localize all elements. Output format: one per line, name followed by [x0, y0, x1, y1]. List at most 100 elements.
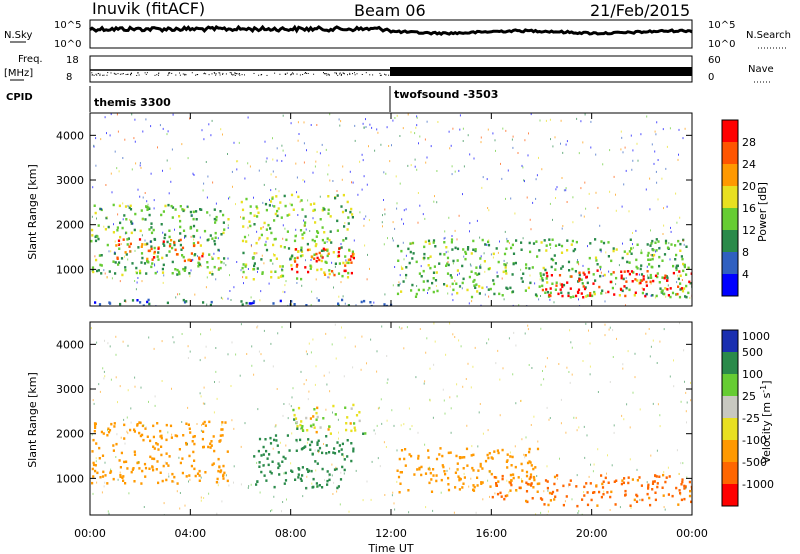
echo-cell — [215, 218, 218, 222]
echo-cell — [301, 254, 304, 257]
echo-cell — [218, 465, 221, 468]
noise-cell — [444, 412, 446, 415]
noise-cell — [256, 326, 258, 329]
echo-cell — [272, 302, 275, 305]
nave-dot — [222, 72, 224, 74]
echo-cell — [681, 478, 684, 481]
echo-cell — [104, 474, 107, 477]
echo-cell — [524, 454, 527, 457]
echo-cell — [120, 257, 124, 260]
echo-cell — [98, 457, 101, 460]
noise-cell — [300, 427, 302, 430]
noise-cell — [138, 461, 139, 464]
echo-cell — [667, 493, 670, 496]
echo-cell — [674, 244, 677, 247]
noise-cell — [400, 424, 402, 427]
echo-cell — [562, 484, 565, 488]
freq-unit: [MHz] — [4, 68, 33, 79]
noise-cell — [153, 199, 155, 202]
echo-cell — [312, 415, 315, 418]
echo-cell — [274, 434, 278, 437]
noise-cell — [497, 349, 499, 352]
echo-cell — [620, 276, 623, 280]
echo-cell — [432, 277, 435, 280]
echo-cell — [191, 440, 194, 443]
echo-cell — [307, 270, 310, 274]
noise-cell — [362, 159, 364, 162]
noise-cell — [193, 238, 195, 241]
noise-cell — [625, 304, 626, 306]
noise-cell — [669, 127, 671, 130]
echo-cell — [128, 206, 131, 209]
echo-cell — [497, 451, 500, 455]
echo-cell — [593, 491, 596, 494]
nave-block — [390, 67, 692, 76]
power-panel-bg — [90, 113, 692, 306]
echo-cell — [262, 453, 265, 456]
noise-cell — [316, 124, 318, 126]
echo-cell — [417, 457, 420, 460]
echo-cell — [477, 469, 480, 472]
echo-cell — [278, 473, 281, 476]
noise-cell — [486, 286, 488, 289]
velocity-echo-data — [90, 322, 692, 515]
echo-cell — [655, 294, 658, 298]
echo-cell — [214, 236, 217, 239]
noise-cell — [110, 378, 112, 381]
noise-cell — [426, 120, 428, 123]
noise-cell — [488, 239, 490, 242]
noise-cell — [238, 141, 240, 144]
noise-cell — [135, 288, 137, 291]
noise-cell — [630, 507, 632, 509]
noise-cell — [312, 171, 314, 174]
echo-cell — [294, 478, 297, 481]
velocity-colorbar-tick: 1000 — [742, 330, 770, 343]
noise-cell — [256, 461, 258, 464]
noise-cell — [258, 238, 260, 241]
nave-dot — [154, 74, 156, 76]
y-tick-label: 3000 — [56, 383, 84, 396]
echo-cell — [323, 273, 327, 276]
noise-cell — [144, 239, 146, 242]
noise-cell — [543, 490, 545, 493]
echo-cell — [544, 291, 547, 294]
noise-cell — [566, 201, 568, 203]
nave-dot — [274, 72, 276, 74]
echo-cell — [326, 249, 329, 252]
echo-cell — [443, 253, 446, 256]
noise-cell — [667, 284, 669, 287]
noise-cell — [559, 284, 561, 287]
echo-cell — [492, 282, 496, 286]
noise-cell — [389, 160, 391, 163]
noise-cell — [402, 127, 404, 130]
nave-dot — [335, 72, 337, 74]
noise-cell — [495, 149, 496, 152]
noise-cell — [376, 424, 378, 427]
echo-cell — [609, 495, 612, 499]
echo-cell — [536, 447, 540, 451]
echo-cell — [144, 218, 147, 221]
noise-cell — [90, 327, 92, 330]
echo-cell — [258, 437, 262, 441]
noise-cell — [303, 161, 305, 164]
echo-cell — [198, 469, 201, 473]
noise-cell — [622, 151, 624, 154]
echo-cell — [680, 255, 683, 258]
echo-cell — [624, 493, 627, 496]
noise-cell — [128, 492, 130, 495]
echo-cell — [578, 271, 581, 274]
echo-cell — [125, 460, 128, 463]
echo-cell — [295, 438, 298, 442]
noise-cell — [423, 258, 425, 261]
echo-cell — [620, 270, 623, 273]
noise-cell — [477, 445, 479, 448]
noise-cell — [458, 339, 460, 342]
nave-dot — [185, 74, 187, 76]
echo-cell — [282, 455, 285, 459]
echo-cell — [209, 446, 212, 449]
noise-cell — [192, 172, 194, 175]
echo-cell — [440, 478, 443, 482]
echo-cell — [598, 490, 601, 494]
echo-cell — [665, 476, 668, 479]
noise-cell — [231, 419, 233, 422]
